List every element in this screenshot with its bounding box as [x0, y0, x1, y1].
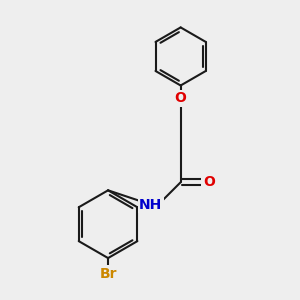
- Text: NH: NH: [139, 198, 162, 212]
- Text: O: O: [175, 92, 187, 105]
- Text: Br: Br: [99, 266, 117, 280]
- Text: O: O: [203, 175, 214, 189]
